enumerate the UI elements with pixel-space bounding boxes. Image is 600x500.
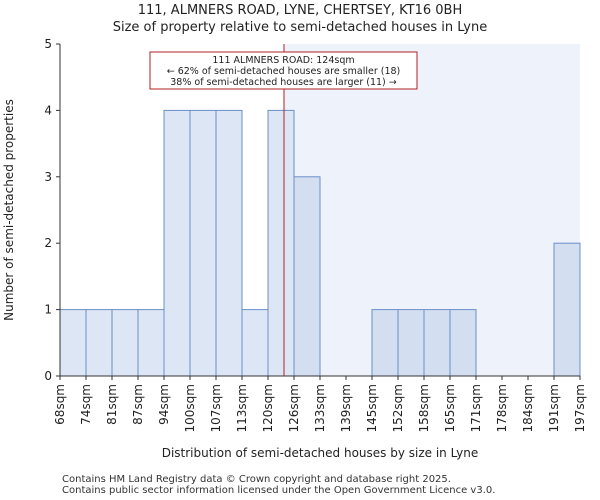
bar-81sqm <box>111 309 139 377</box>
bar-165sqm <box>449 309 477 377</box>
annotation-line-1: 111 ALMNERS ROAD: 124sqm <box>212 55 354 66</box>
x-axis-label: Distribution of semi-detached houses by … <box>162 446 479 460</box>
annotation-line-3: 38% of semi-detached houses are larger (… <box>170 77 397 88</box>
bar-94sqm <box>163 109 191 377</box>
x-tick-label: 87sqm <box>131 384 145 425</box>
x-tick-label: 197sqm <box>573 384 587 432</box>
annotation-line-2: ← 62% of semi-detached houses are smalle… <box>167 66 401 77</box>
chart-title: 111, ALMNERS ROAD, LYNE, CHERTSEY, KT16 … <box>137 3 463 18</box>
y-axis-label: Number of semi-detached properties <box>2 99 16 321</box>
x-tick-label: 171sqm <box>469 384 483 432</box>
x-tick-label: 145sqm <box>365 384 379 432</box>
x-tick-label: 165sqm <box>443 384 457 432</box>
x-tick-label: 191sqm <box>547 384 561 432</box>
y-tick-label: 2 <box>44 236 52 250</box>
y-tick-label: 4 <box>44 103 52 117</box>
footer-line-2: Contains public sector information licen… <box>62 485 496 496</box>
x-tick-label: 178sqm <box>495 384 509 432</box>
bar-113sqm <box>241 309 269 377</box>
x-tick-label: 126sqm <box>287 384 301 432</box>
x-tick-label: 113sqm <box>235 384 249 432</box>
x-tick-label: 120sqm <box>261 384 275 432</box>
bar-152sqm <box>397 309 425 377</box>
x-tick-label: 100sqm <box>183 384 197 432</box>
y-tick-label: 5 <box>44 37 52 51</box>
x-tick-label: 94sqm <box>157 384 171 425</box>
y-tick-label: 1 <box>44 303 52 317</box>
bar-100sqm <box>189 109 217 377</box>
annotation-box <box>149 51 418 90</box>
x-tick-label: 158sqm <box>417 384 431 432</box>
x-tick-label: 133sqm <box>313 384 327 432</box>
bar-87sqm <box>137 309 165 377</box>
bar-107sqm <box>215 109 243 377</box>
bar-158sqm <box>423 309 451 377</box>
x-tick-label: 68sqm <box>53 384 67 425</box>
x-tick-label: 139sqm <box>339 384 353 432</box>
bar-120sqm <box>267 109 295 377</box>
y-tick-label: 3 <box>44 170 52 184</box>
bar-74sqm <box>85 309 113 377</box>
x-tick-label: 184sqm <box>521 384 535 432</box>
y-tick-label: 0 <box>44 369 52 383</box>
x-tick-label: 74sqm <box>79 384 93 425</box>
bar-191sqm <box>553 242 581 377</box>
x-tick-label: 81sqm <box>105 384 119 425</box>
x-tick-label: 107sqm <box>209 384 223 432</box>
bar-145sqm <box>371 309 399 377</box>
footer-line-1: Contains HM Land Registry data © Crown c… <box>62 474 451 485</box>
chart-subtitle: Size of property relative to semi-detach… <box>112 20 488 35</box>
bar-68sqm <box>59 309 87 377</box>
bar-126sqm <box>293 176 321 377</box>
x-tick-label: 152sqm <box>391 384 405 432</box>
